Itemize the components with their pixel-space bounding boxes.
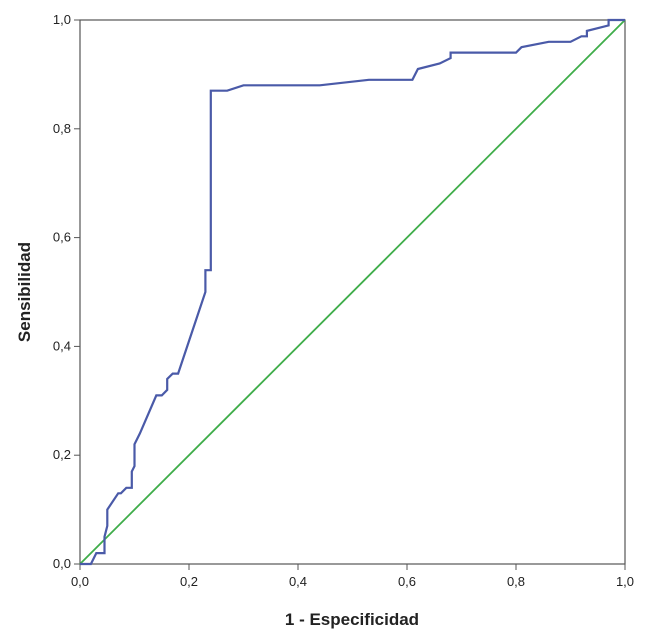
x-axis-label: 1 - Especificidad: [285, 610, 419, 629]
roc-curve-line: [80, 18, 625, 566]
y-tick-label: 0,0: [53, 556, 71, 571]
y-tick-label: 0,4: [53, 338, 71, 353]
x-tick-label: 0,6: [398, 574, 416, 589]
y-tick-label: 1,0: [53, 12, 71, 27]
x-tick-label: 1,0: [616, 574, 634, 589]
y-axis-label: Sensibilidad: [15, 242, 34, 342]
x-tick-label: 0,4: [289, 574, 307, 589]
y-tick-label: 0,8: [53, 121, 71, 136]
y-tick-label: 0,2: [53, 447, 71, 462]
x-tick-label: 0,2: [180, 574, 198, 589]
x-tick-label: 0,0: [71, 574, 89, 589]
y-tick-label: 0,6: [53, 230, 71, 245]
x-tick-label: 0,8: [507, 574, 525, 589]
series-layer: [79, 18, 626, 566]
reference-diagonal-line: [79, 19, 626, 565]
y-axis-ticks: 0,0 0,2 0,4 0,6 0,8 1,0: [53, 12, 80, 571]
x-axis-ticks: 0,0 0,2 0,4 0,6 0,8 1,0: [71, 564, 634, 589]
